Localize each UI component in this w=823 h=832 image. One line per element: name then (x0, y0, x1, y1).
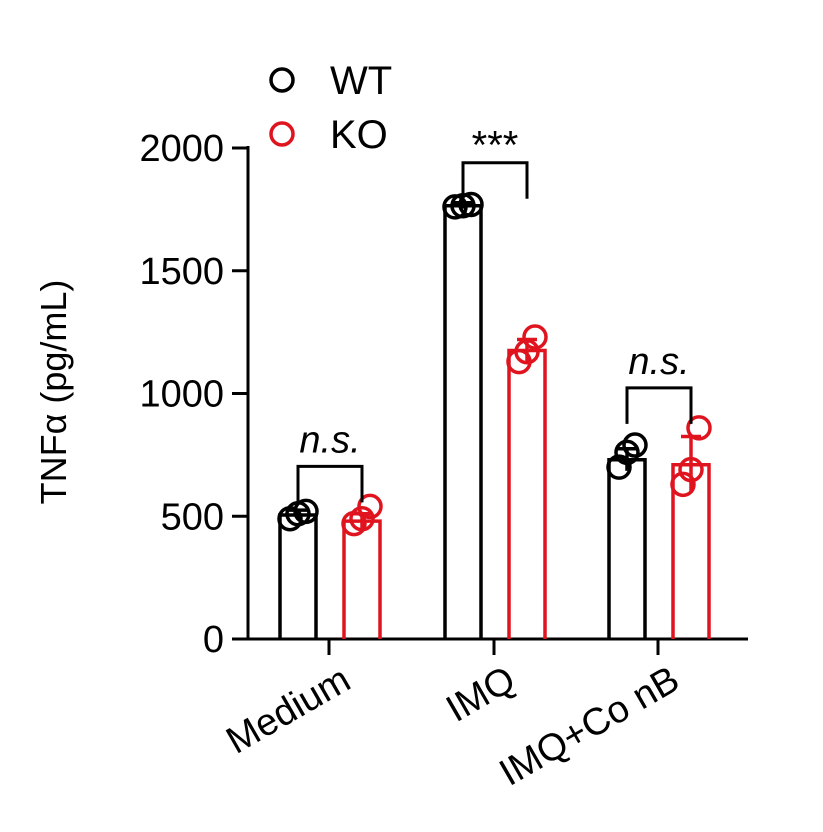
legend: WT KO (269, 59, 392, 157)
data-point (522, 324, 548, 350)
y-axis-label: TNFα (pg/mL) (33, 280, 74, 505)
data-point (678, 456, 704, 483)
data-point (686, 415, 712, 441)
bar (507, 348, 547, 639)
bar (607, 458, 647, 639)
data-point (606, 454, 632, 480)
legend-marker (269, 67, 295, 93)
data-point (614, 439, 640, 466)
significance-label: n.s. (628, 341, 689, 383)
significance-bracket (625, 386, 693, 424)
data-point (670, 471, 696, 498)
significance-bracket (296, 464, 364, 503)
significance-brackets: n.s. *** n.s. (296, 124, 693, 503)
data-point (458, 191, 484, 218)
data-point (514, 339, 540, 365)
significance-bracket (461, 161, 529, 199)
y-tick-label: 1500 (139, 251, 224, 293)
legend-label: WT (330, 59, 392, 103)
significance-label: *** (472, 124, 519, 168)
y-tick-label: 0 (203, 619, 224, 661)
data-point (622, 432, 648, 458)
significance-label: n.s. (299, 419, 360, 461)
data-point (357, 493, 383, 520)
legend-marker (269, 121, 295, 147)
x-tick-label: IMQ (439, 658, 522, 730)
data-points (277, 191, 712, 537)
data-point (293, 498, 319, 525)
legend-label: KO (330, 113, 388, 157)
bar (278, 513, 318, 639)
bar (443, 203, 483, 639)
y-tick-label: 1000 (139, 374, 224, 416)
x-tick-label: Medium (219, 658, 357, 762)
bar (342, 519, 382, 639)
x-tick-label: IMQ+Co nB (493, 658, 687, 794)
y-tick-label: 2000 (139, 128, 224, 170)
y-tick-label: 500 (161, 496, 224, 538)
